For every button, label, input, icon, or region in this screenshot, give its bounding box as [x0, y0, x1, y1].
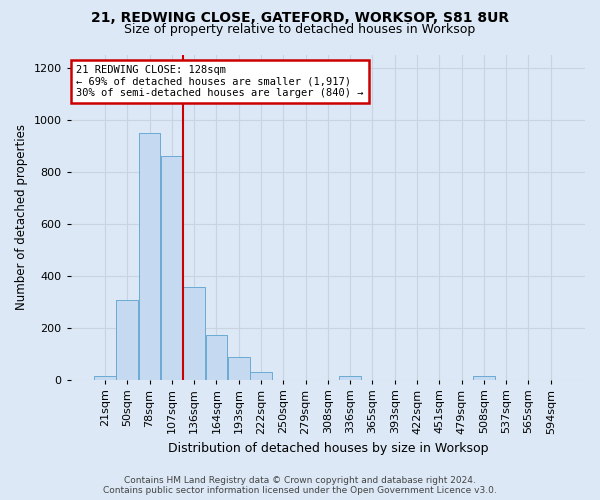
Bar	[228, 357, 250, 380]
X-axis label: Distribution of detached houses by size in Worksop: Distribution of detached houses by size …	[167, 442, 488, 455]
Text: 21, REDWING CLOSE, GATEFORD, WORKSOP, S81 8UR: 21, REDWING CLOSE, GATEFORD, WORKSOP, S8…	[91, 11, 509, 25]
Bar	[139, 133, 160, 380]
Bar	[94, 376, 116, 380]
Bar	[473, 376, 495, 380]
Bar	[161, 156, 183, 380]
Y-axis label: Number of detached properties: Number of detached properties	[15, 124, 28, 310]
Text: Size of property relative to detached houses in Worksop: Size of property relative to detached ho…	[124, 22, 476, 36]
Text: 21 REDWING CLOSE: 128sqm
← 69% of detached houses are smaller (1,917)
30% of sem: 21 REDWING CLOSE: 128sqm ← 69% of detach…	[76, 64, 364, 98]
Bar	[339, 376, 361, 380]
Bar	[250, 372, 272, 380]
Bar	[116, 300, 138, 380]
Bar	[183, 287, 205, 380]
Text: Contains HM Land Registry data © Crown copyright and database right 2024.
Contai: Contains HM Land Registry data © Crown c…	[103, 476, 497, 495]
Bar	[206, 335, 227, 380]
